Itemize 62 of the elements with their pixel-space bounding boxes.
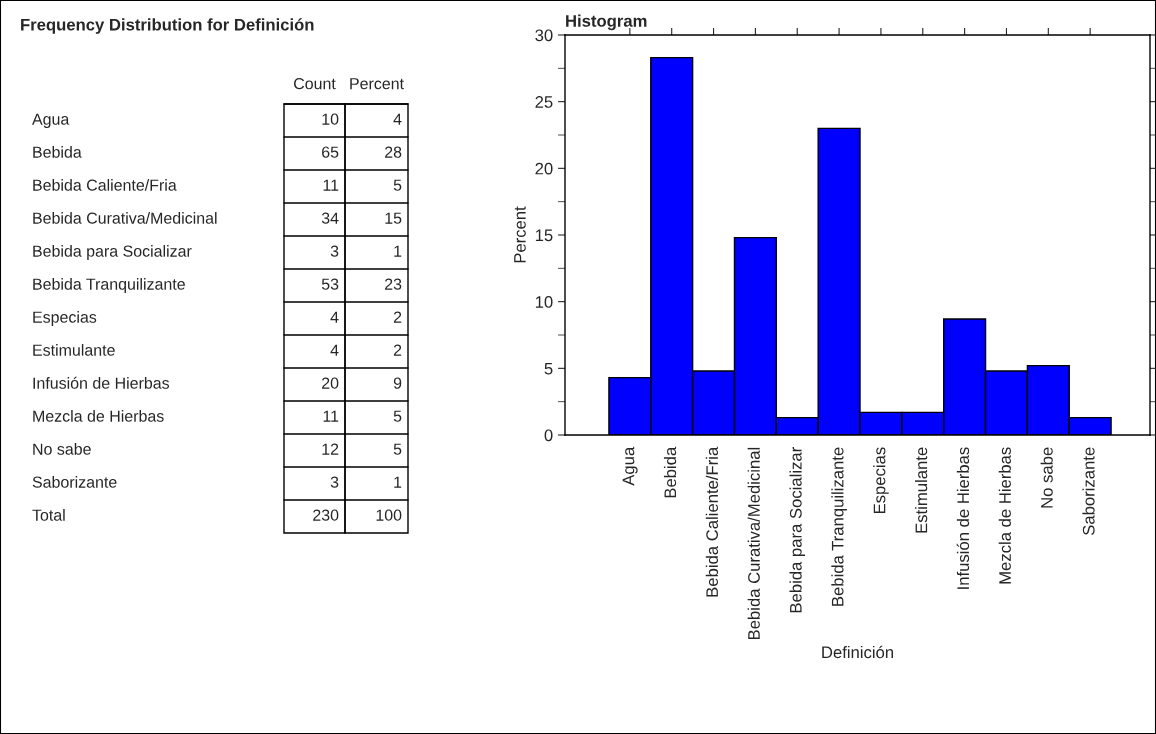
y-tick-label: 20 [535,162,553,175]
data-label: 9 [393,377,402,389]
data-label: 5 [393,443,402,455]
data-label: 4 [393,113,402,125]
x-tick-label: Agua [622,446,638,486]
x-tick-label: Especias [873,447,889,514]
chart-title: Histogram [566,14,647,31]
data-label: 53 [321,278,339,290]
data-label: 11 [323,410,339,422]
y-tick-label: 25 [535,96,553,108]
x-tick-label: No sabe [1040,447,1053,508]
y-tick-label: 10 [535,296,553,308]
category-label: Especias [33,311,97,326]
data-label: 23 [385,278,402,290]
y-axis-title: Percent [514,206,526,263]
category-label: Bebida [33,146,82,158]
data-label: 3 [330,476,339,488]
data-label: 100 [376,509,402,521]
x-tick-label: Saborizante [1082,447,1095,535]
category-label: Infusión de Hierbas [33,376,170,389]
data-label: 230 [313,509,339,521]
x-tick-label: Bebida Tranquilizante [831,447,847,606]
data-label: 11 [323,179,339,191]
data-label: 12 [322,443,339,455]
x-tick-label: Bebida Curativa/Medicinal [747,447,760,640]
y-tick-label: 30 [535,29,553,42]
x-tick-label: Bebida para Socializar [789,447,806,613]
y-tick-label: 5 [544,362,553,375]
text: Count [294,77,336,90]
x-axis-title: Definición [822,645,894,659]
x-tick-label: Bebida [663,446,677,498]
x-tick-label: Estimulante [915,447,928,533]
data-label: 2 [393,311,402,323]
text: Percent [350,78,404,90]
category-label: Mezcla de Hierbas [33,410,164,422]
y-tick-label: 0 [544,429,553,442]
data-label: 20 [322,377,339,389]
data-label: 34 [321,212,339,224]
category-label: Agua [32,113,70,128]
data-label: 28 [385,146,402,158]
data-label: 1 [394,245,402,257]
data-label: 10 [322,113,339,125]
data-label: 1 [394,476,402,488]
data-label: 4 [330,311,339,323]
category-label: Estimulante [33,344,115,356]
data-label: 3 [330,245,339,257]
data-label: 5 [393,179,402,191]
category-label: Total [32,509,65,521]
data-label: 4 [330,344,339,356]
data-label: 5 [393,410,402,422]
category-label: Bebida para Socializar [33,245,192,260]
category-label: Bebida Tranquilizante [33,278,185,293]
data-label: 2 [393,344,402,356]
x-tick-label: Mezcla de Hierbas [998,447,1011,584]
x-tick-label: Bebida Caliente/Fria [705,446,719,597]
category-label: Bebida Curativa/Medicinal [33,212,217,224]
x-tick-label: Infusión de Hierbas [956,447,970,589]
category-label: Bebida Caliente/Fria [33,179,177,191]
text: Frequency Distribution for Definición [21,18,314,34]
data-label: 15 [385,212,402,224]
y-tick-label: 15 [535,229,553,242]
data-label: 65 [322,146,339,158]
